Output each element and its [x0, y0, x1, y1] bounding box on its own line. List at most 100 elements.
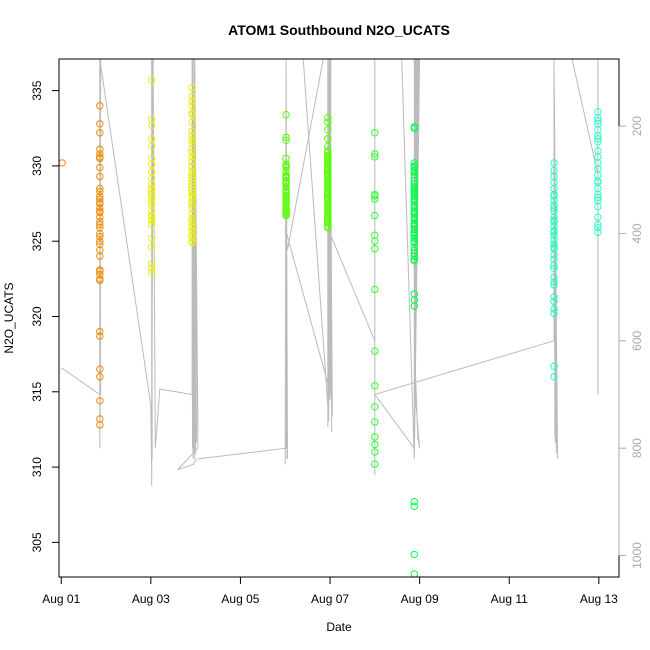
- data-point: [96, 267, 104, 275]
- data-point: [148, 260, 156, 268]
- data-point: [324, 216, 332, 224]
- data-point: [371, 440, 379, 449]
- data-point: [188, 148, 196, 157]
- data-point: [96, 120, 104, 128]
- data-point: [96, 208, 104, 217]
- data-point: [282, 178, 290, 187]
- y-axis: 305 310 315 320 325 330 335: [30, 80, 60, 552]
- data-point: [550, 297, 558, 306]
- x-tick-label: Aug 13: [580, 592, 618, 606]
- data-point: [550, 192, 558, 200]
- x-tick-label: Aug 07: [311, 592, 349, 606]
- y-tick-label: 310: [30, 457, 44, 477]
- y-tick-label: 335: [30, 80, 44, 100]
- data-point: [96, 365, 104, 373]
- data-point: [594, 135, 602, 143]
- data-point: [410, 302, 418, 310]
- data-point: [550, 231, 558, 239]
- data-point: [148, 220, 156, 229]
- y-tick-label: 315: [30, 381, 44, 401]
- data-point: [550, 264, 558, 272]
- data-point: [96, 163, 104, 172]
- data-point: [188, 163, 196, 172]
- data-point: [188, 234, 196, 242]
- data-point: [188, 177, 196, 185]
- data-point: [188, 201, 196, 209]
- x-tick-label: Aug 03: [132, 592, 170, 606]
- data-point: [371, 245, 379, 253]
- data-point: [148, 121, 156, 130]
- data-point: [410, 230, 418, 238]
- data-point: [58, 159, 66, 167]
- data-point: [282, 162, 290, 170]
- data-point: [148, 243, 156, 251]
- data-point: [188, 193, 196, 202]
- data-point: [282, 208, 290, 217]
- y2-axis: 200 400 600 800 1000: [618, 116, 644, 569]
- plot-frame: [58, 58, 620, 578]
- data-point: [371, 129, 379, 137]
- data-point: [371, 153, 379, 161]
- data-point: [282, 133, 290, 142]
- profile-line-2: [177, 58, 199, 471]
- data-point: [96, 220, 104, 229]
- data-point: [324, 180, 332, 188]
- data-point: [148, 76, 156, 84]
- data-point: [96, 195, 104, 203]
- data-point: [96, 204, 104, 212]
- profile-line-1: [150, 58, 193, 486]
- data-point: [410, 162, 418, 170]
- data-point: [282, 136, 290, 145]
- profile-line-0: [60, 58, 152, 449]
- data-point: [410, 196, 418, 205]
- data-point: [410, 124, 418, 133]
- data-point: [550, 216, 558, 224]
- data-point: [148, 187, 156, 196]
- data-point: [148, 190, 156, 199]
- data-point: [371, 418, 379, 426]
- x-axis: Aug 01 Aug 03 Aug 05 Aug 07 Aug 09 Aug 11 Aug …: [42, 576, 618, 606]
- chart-title: ATOM1 Southbound N2O_UCATS: [228, 22, 450, 38]
- data-point: [550, 373, 558, 381]
- data-point: [371, 403, 379, 411]
- data-point: [96, 421, 104, 429]
- data-point: [410, 290, 418, 298]
- data-point: [371, 195, 379, 203]
- data-point: [188, 92, 196, 101]
- data-point: [410, 187, 418, 196]
- data-point: [550, 251, 558, 259]
- data-point: [410, 252, 418, 260]
- data-point: [410, 498, 418, 506]
- y-axis-label: N2O_UCATS: [2, 282, 16, 353]
- data-point: [148, 160, 156, 169]
- data-point: [324, 213, 332, 221]
- data-point: [371, 382, 379, 390]
- data-point: [188, 153, 196, 161]
- data-point: [188, 127, 196, 136]
- data-point: [96, 154, 104, 163]
- data-point: [371, 433, 379, 441]
- data-point: [148, 213, 156, 221]
- data-point: [188, 136, 196, 145]
- data-point: [324, 147, 332, 155]
- data-point: [371, 211, 379, 220]
- y2-tick-label: 800: [630, 438, 644, 458]
- data-point: [148, 142, 156, 151]
- data-point: [550, 159, 558, 167]
- data-point: [96, 373, 104, 381]
- data-point: [410, 159, 418, 167]
- data-point: [410, 570, 418, 578]
- profile-line-4: [284, 58, 333, 433]
- x-axis-label: Date: [326, 620, 352, 634]
- data-point: [148, 135, 156, 143]
- data-point: [594, 202, 602, 211]
- data-point: [324, 192, 332, 200]
- data-point: [282, 196, 290, 205]
- data-point: [148, 234, 156, 242]
- data-point: [550, 309, 558, 318]
- data-point: [96, 199, 104, 208]
- data-point: [96, 397, 104, 405]
- data-point: [188, 214, 196, 223]
- data-point: [324, 126, 332, 134]
- data-point: [324, 168, 332, 176]
